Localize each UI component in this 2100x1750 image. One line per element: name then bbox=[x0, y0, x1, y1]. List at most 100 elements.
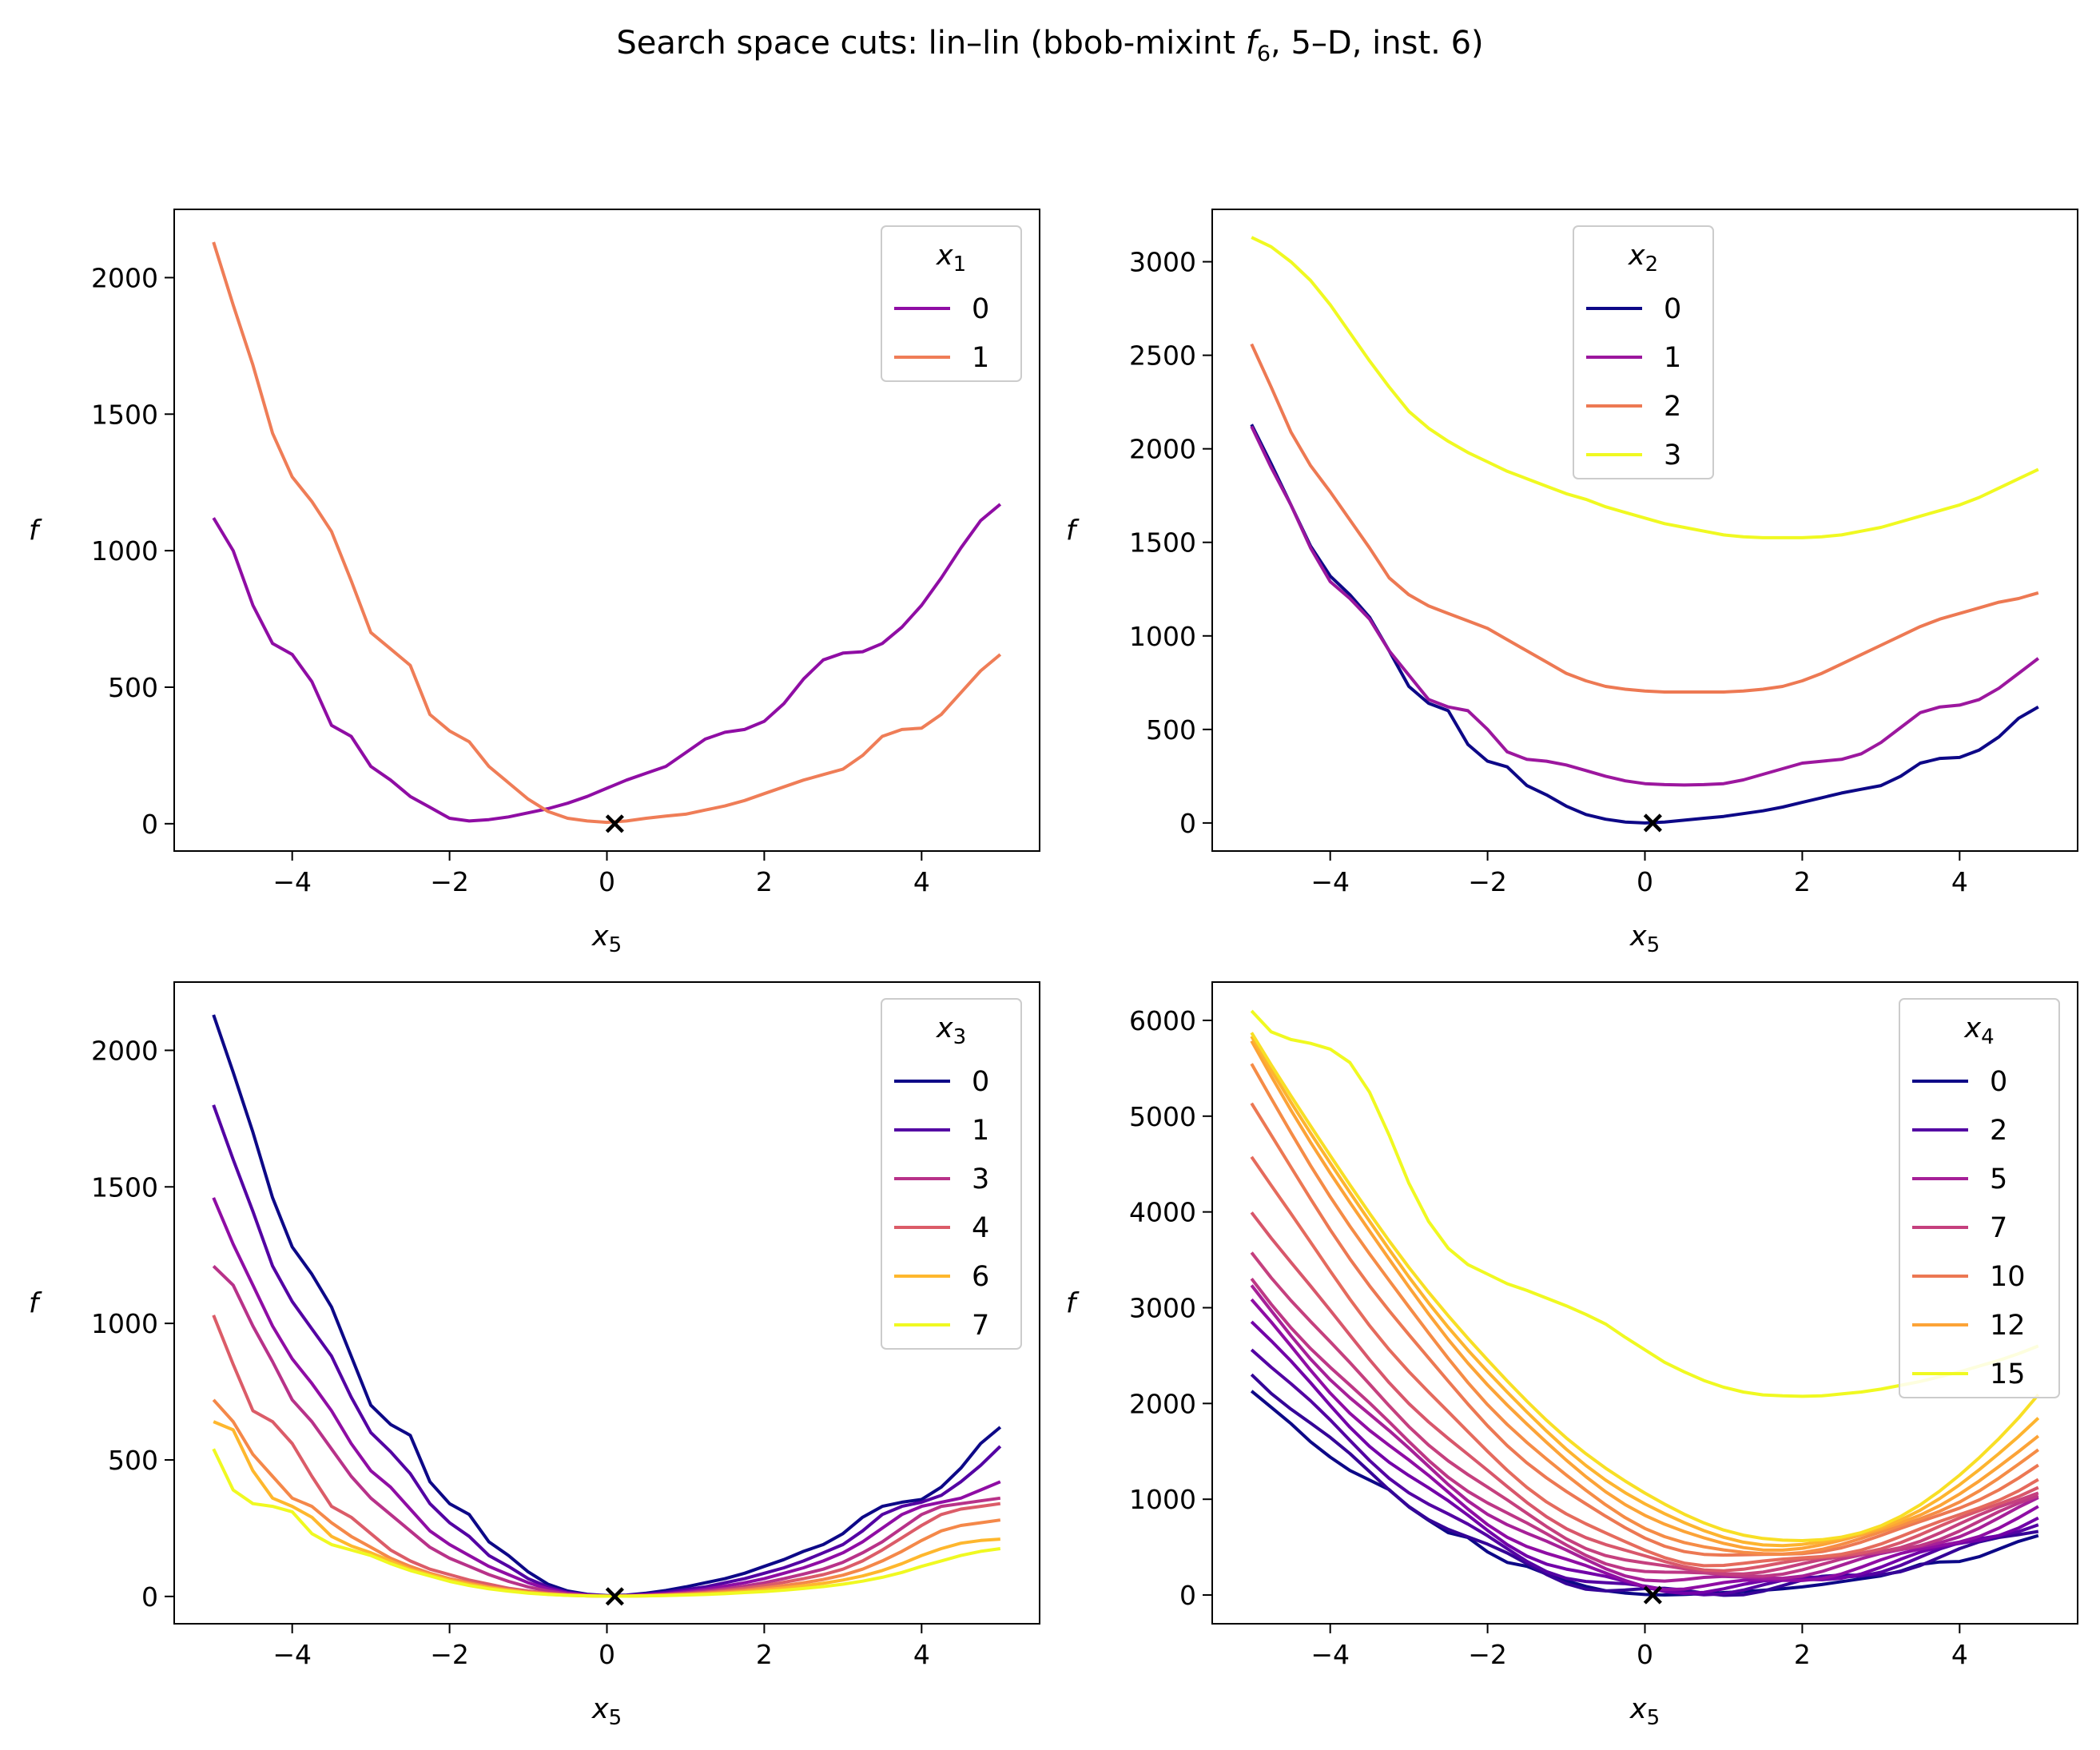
panel-2-xlabel: x5 bbox=[1629, 921, 1660, 957]
panel-2-xtick-label: 0 bbox=[1637, 866, 1653, 897]
panel-4-legend-title: x4 bbox=[1963, 1012, 1994, 1049]
panel-1-xtick-label: 4 bbox=[913, 866, 930, 897]
panel-3-xtick-label: 4 bbox=[913, 1639, 930, 1670]
panel-1-legend-label-0: 0 bbox=[972, 293, 989, 325]
panel-4-series-line-9 bbox=[1250, 1155, 2039, 1568]
panel-2-ytick-label: 2000 bbox=[1129, 434, 1196, 465]
panel-4-legend-label-1: 2 bbox=[1990, 1115, 2007, 1147]
panel-2-series-line-2 bbox=[1250, 343, 2039, 694]
panel-2-legend-label-1: 1 bbox=[1664, 342, 1681, 374]
panel-4-xtick-label: −4 bbox=[1311, 1639, 1350, 1670]
panel-1-legend-title: x1 bbox=[936, 240, 966, 276]
panel-3-series-line-7 bbox=[212, 1448, 1001, 1598]
panel-4-legend-label-2: 5 bbox=[1990, 1163, 2007, 1195]
panel-3-ytick-label: 1500 bbox=[91, 1171, 158, 1203]
panel-4-xtick-label: 2 bbox=[1794, 1639, 1811, 1670]
panel-2-series-line-0 bbox=[1250, 424, 2039, 825]
panel-3-ytick-label: 2000 bbox=[91, 1035, 158, 1066]
panel-3-ytick-label: 1000 bbox=[91, 1308, 158, 1339]
panel-4-ytick-label: 2000 bbox=[1129, 1388, 1196, 1419]
panel-4-series-line-11 bbox=[1250, 1063, 2039, 1556]
panel-2-ytick-label: 1000 bbox=[1129, 621, 1196, 652]
panel-4-legend-label-4: 10 bbox=[1990, 1261, 2026, 1293]
panel-2-xtick-label: 4 bbox=[1951, 866, 1968, 897]
panel-1-ytick-label: 500 bbox=[108, 672, 158, 703]
panel-2-ytick-label: 1500 bbox=[1129, 527, 1196, 559]
panel-1-series-group bbox=[212, 241, 1002, 825]
panel-4-ytick-label: 4000 bbox=[1129, 1197, 1196, 1228]
panel-4-ytick-label: 5000 bbox=[1129, 1101, 1196, 1132]
panel-2-ylabel: f bbox=[1066, 515, 1080, 547]
panel-2-legend-label-3: 3 bbox=[1664, 439, 1681, 471]
panel-4-axes: −4 −2 0 2 4 0 1000 2000 3000 4000 5000 6000 x5 f x4 0 2 5… bbox=[1066, 981, 2078, 1730]
panel-1-ytick-label: 1500 bbox=[91, 399, 158, 430]
panel-2-legend-label-2: 2 bbox=[1664, 391, 1681, 423]
panel-4-xtick-label: −2 bbox=[1468, 1639, 1507, 1670]
panel-4-legend-label-6: 15 bbox=[1990, 1358, 2026, 1390]
panel-2-xtick-label: −2 bbox=[1468, 866, 1507, 897]
panel-1-ytick-label: 0 bbox=[141, 809, 158, 840]
panel-2-legend-box bbox=[1573, 225, 1714, 479]
panel-4-optimum-marker bbox=[1643, 1585, 1662, 1605]
panel-4-ytick-label: 3000 bbox=[1129, 1292, 1196, 1323]
panel-3-xtick-label: 2 bbox=[756, 1639, 773, 1670]
panel-1-xlabel: x5 bbox=[591, 921, 622, 957]
panel-1-series-line-1 bbox=[212, 241, 1002, 825]
panel-2-optimum-marker bbox=[1643, 813, 1662, 833]
panel-3-legend-label-3: 4 bbox=[972, 1212, 989, 1244]
panel-4-series-line-12 bbox=[1250, 1040, 2040, 1552]
panel-3-legend: x30 1 3 4 6 7 bbox=[881, 998, 1022, 1350]
panel-2-legend-title: x2 bbox=[1628, 240, 1658, 276]
panel-2-series-group bbox=[1250, 236, 2040, 825]
panel-3-series-line-5 bbox=[212, 1398, 1001, 1598]
panel-4-ytick-label: 0 bbox=[1179, 1580, 1196, 1611]
panel-1-xtick-label: −4 bbox=[272, 866, 312, 897]
panel-1-ylabel: f bbox=[29, 515, 42, 547]
panel-4-legend-box bbox=[1899, 998, 2060, 1398]
panel-1-legend: x10 1 bbox=[881, 225, 1022, 382]
panel-4-series-line-7 bbox=[1250, 1251, 2039, 1576]
figure-title: Search space cuts: lin–lin (bbob-mixint … bbox=[616, 25, 1483, 66]
panel-3-xtick-label: 0 bbox=[599, 1639, 615, 1670]
panel-2-xtick-label: 2 bbox=[1794, 866, 1811, 897]
panel-2-ytick-label: 2500 bbox=[1129, 340, 1196, 372]
panel-3-ytick-label: 500 bbox=[108, 1445, 158, 1476]
panel-1-ytick-label: 1000 bbox=[91, 535, 158, 567]
panel-3-legend-label-1: 1 bbox=[972, 1115, 989, 1147]
panel-4-legend-label-3: 7 bbox=[1990, 1212, 2007, 1244]
panel-1-series-line-0 bbox=[212, 503, 1002, 823]
panel-3-legend-label-2: 3 bbox=[972, 1163, 989, 1195]
panel-2-xtick-label: −4 bbox=[1311, 866, 1350, 897]
panel-4-ylabel: f bbox=[1066, 1288, 1080, 1320]
panel-4-ytick-label: 6000 bbox=[1129, 1005, 1196, 1036]
panel-3-legend-title: x3 bbox=[936, 1012, 966, 1049]
panel-4-ytick-label: 1000 bbox=[1129, 1484, 1196, 1515]
panel-2-series-line-1 bbox=[1250, 425, 2040, 787]
panel-4-xtick-label: 4 bbox=[1951, 1639, 1968, 1670]
panel-4-series-line-4 bbox=[1250, 1298, 2039, 1592]
panel-3-ytick-label: 0 bbox=[141, 1581, 158, 1613]
panel-4-series-line-8 bbox=[1250, 1211, 2039, 1573]
panel-1-legend-box bbox=[881, 225, 1022, 382]
panel-3-ylabel: f bbox=[29, 1288, 42, 1320]
panel-2-ytick-label: 500 bbox=[1146, 714, 1196, 746]
panel-1-ytick-label: 2000 bbox=[91, 262, 158, 293]
panel-3-optimum-marker bbox=[605, 1587, 624, 1606]
panel-4-xlabel: x5 bbox=[1629, 1693, 1660, 1730]
panel-3-legend-label-0: 0 bbox=[972, 1066, 989, 1098]
panel-2-legend-label-0: 0 bbox=[1664, 293, 1681, 325]
panel-2-ytick-label: 0 bbox=[1179, 808, 1196, 839]
panel-3-legend-box bbox=[881, 998, 1022, 1350]
panel-3-legend-label-5: 7 bbox=[972, 1310, 989, 1342]
panel-2-ytick-label: 3000 bbox=[1129, 247, 1196, 278]
panel-1-xtick-label: −2 bbox=[430, 866, 469, 897]
panel-4-series-line-14 bbox=[1250, 1032, 2040, 1542]
panel-4-series-line-10 bbox=[1250, 1102, 2039, 1557]
panel-4-legend-label-5: 12 bbox=[1990, 1310, 2026, 1342]
panel-1-legend-label-1: 1 bbox=[972, 342, 989, 374]
panel-4-legend: x4 0 2 5 7 10 12 15 bbox=[1899, 998, 2060, 1398]
